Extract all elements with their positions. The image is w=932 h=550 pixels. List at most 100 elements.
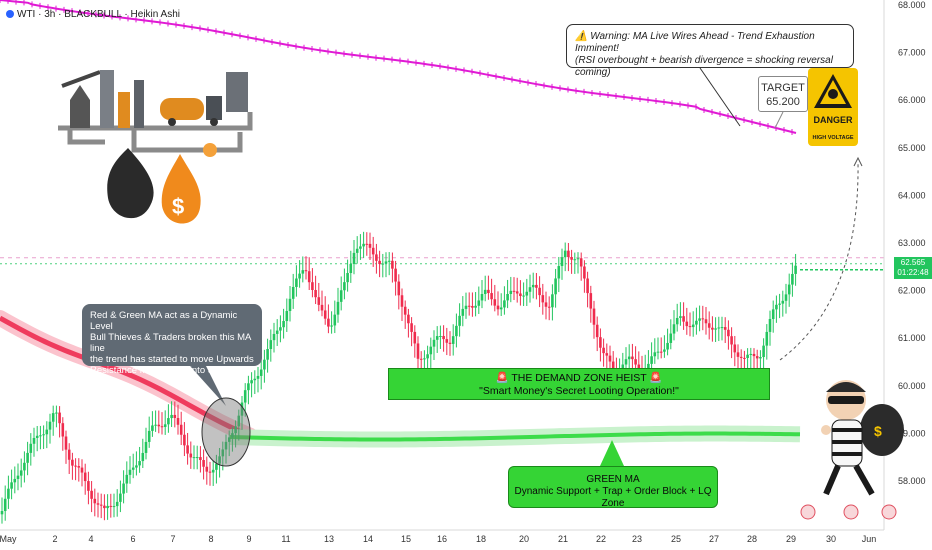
y-tick-label: 64.000	[898, 190, 926, 200]
candle-bear	[583, 266, 586, 279]
x-tick-label: 22	[596, 534, 606, 544]
candle-bear	[80, 467, 84, 473]
candle-bear	[160, 426, 164, 428]
candle-bear	[544, 302, 548, 307]
candle-bear	[685, 321, 689, 327]
candle-bear	[183, 434, 186, 446]
candle-bull	[282, 321, 285, 328]
candle-bull	[621, 364, 625, 370]
candle-bull	[35, 435, 39, 438]
candle-bull	[269, 340, 273, 350]
candle-bull	[480, 294, 484, 301]
candle-bull	[791, 273, 794, 285]
candle-bear	[157, 424, 161, 427]
x-tick-label: 11	[281, 534, 290, 544]
x-tick-label: 16	[437, 534, 447, 544]
green-ma-callout: GREEN MA Dynamic Support + Trap + Order …	[508, 466, 718, 509]
candle-bear	[87, 481, 90, 491]
x-tick-label: 9	[246, 534, 251, 544]
candle-bull	[656, 351, 660, 353]
y-tick-label: 68.000	[898, 0, 926, 10]
candle-bull	[234, 426, 237, 434]
candle-bull	[483, 289, 487, 295]
event-flags[interactable]	[800, 504, 897, 520]
candle-bull	[128, 469, 132, 475]
candle-bull	[151, 425, 154, 431]
x-tick-label: 18	[476, 534, 486, 544]
candle-bull	[298, 273, 301, 279]
candle-bear	[400, 295, 404, 307]
candle-bull	[51, 413, 55, 422]
candle-bear	[64, 436, 68, 450]
candle-bear	[173, 414, 177, 419]
candle-bull	[215, 463, 218, 470]
candle-bull	[432, 339, 436, 347]
green-ma-subtitle: Dynamic Support + Trap + Order Block + L…	[514, 486, 712, 509]
candle-bull	[746, 354, 749, 358]
candle-bull	[147, 430, 151, 442]
candle-bull	[627, 356, 631, 360]
x-axis: May 2 4 6 7 8 9 11 13 14 15 16 18 20 21 22 23 25 27 28 29 30 J…	[0, 534, 876, 544]
candle-bear	[205, 466, 209, 472]
candle-bull	[509, 290, 513, 294]
candle-bull	[359, 246, 362, 249]
candle-bull	[666, 342, 669, 350]
candle-bear	[701, 318, 705, 320]
candle-bull	[26, 452, 29, 463]
candle-bear	[67, 449, 71, 460]
candle-bear	[74, 465, 77, 467]
candle-bear	[471, 306, 474, 308]
candle-bear	[579, 258, 583, 267]
candle-bear	[605, 353, 609, 356]
candle-bull	[781, 300, 785, 304]
candle-bear	[61, 423, 65, 437]
svg-text:HIGH VOLTAGE: HIGH VOLTAGE	[812, 135, 853, 141]
candle-bull	[669, 333, 673, 343]
candle-bull	[218, 456, 221, 464]
candle-bull	[170, 414, 173, 419]
candle-bear	[592, 308, 596, 325]
candle-bear	[743, 357, 746, 359]
candle-bear	[83, 472, 87, 482]
projection-arrow-icon	[853, 156, 863, 167]
crossover-highlight	[201, 397, 251, 467]
candle-bear	[611, 361, 615, 369]
candle-bull	[531, 284, 535, 288]
candle-bear	[202, 460, 205, 467]
candle-bull	[131, 467, 135, 470]
current-price-value: 62.565	[900, 258, 926, 267]
candle-bear	[736, 352, 740, 357]
x-tick-label: 25	[671, 534, 681, 544]
candle-bull	[32, 437, 36, 444]
warning-line-2: (RSI overbought + bearish divergence = s…	[575, 55, 833, 78]
candle-bear	[602, 347, 605, 354]
x-tick-label: 8	[208, 534, 213, 544]
candle-bear	[688, 326, 692, 328]
candle-bear	[93, 498, 97, 504]
ma-note-callout: Red & Green MA act as a Dynamic Level Bu…	[82, 304, 262, 387]
candle-bull	[787, 284, 791, 295]
candle-bull	[349, 263, 353, 274]
candle-bull	[16, 475, 20, 479]
candle-bear	[403, 306, 407, 315]
candle-bear	[317, 297, 321, 305]
x-tick-label: 28	[747, 534, 757, 544]
candle-bull	[237, 415, 241, 427]
x-tick-label: 14	[363, 534, 373, 544]
candle-bear	[519, 293, 522, 297]
candle-bull	[7, 488, 10, 499]
candle-bull	[675, 317, 679, 325]
candle-bull	[250, 380, 253, 384]
candle-bull	[330, 325, 333, 327]
candle-bull	[455, 325, 458, 337]
candle-bull	[240, 402, 244, 416]
candle-bull	[771, 309, 775, 319]
candle-bull	[259, 369, 263, 376]
candle-bear	[752, 353, 756, 357]
candle-bull	[288, 298, 292, 312]
candle-bull	[141, 452, 145, 462]
candle-bull	[138, 461, 141, 466]
candle-bear	[71, 459, 74, 466]
candle-bear	[410, 323, 413, 332]
